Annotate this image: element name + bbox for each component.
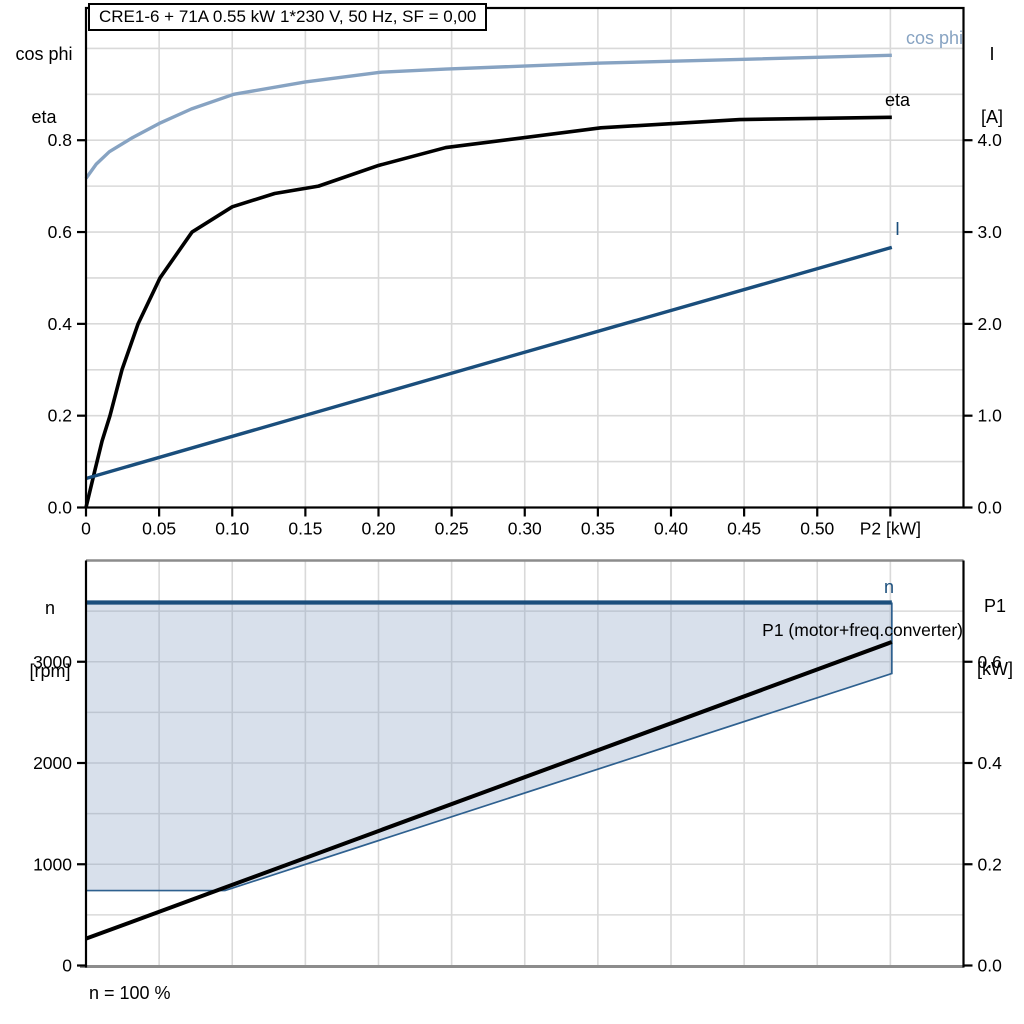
speed-axis-title-line1: n (44, 598, 55, 618)
right-tick-label: 0.0 (978, 956, 1003, 976)
left-tick-label: 0.8 (48, 130, 72, 150)
cos-phi-curve-label: cos phi (905, 28, 963, 48)
right-tick-label: 4.0 (978, 130, 1003, 150)
p1-motor-freq-converter--curve (85, 640, 893, 941)
speed-axis-title-line2: [rpm] (29, 661, 71, 681)
x-tick-label: 0.30 (508, 519, 542, 539)
x-tick-label: 0.15 (288, 519, 322, 539)
p1-axis-title-line2: [kW] (977, 659, 1013, 679)
right-tick-label: 0.4 (978, 753, 1003, 773)
speed-envelope-border (86, 602, 893, 892)
left-tick-label: 0.6 (48, 222, 72, 242)
right-tick-label: 0.6 (978, 652, 1002, 672)
right-axis-title-line1: I (989, 44, 995, 64)
x-tick-label: 0.05 (142, 519, 176, 539)
bottom-right-axis-title: P1 [kW] (966, 554, 1024, 722)
speed-curve-label: n (883, 577, 894, 597)
left-tick-label: 0.2 (48, 406, 72, 426)
speed-percentage-note: n = 100 % (89, 983, 171, 1003)
right-tick-label: 0.0 (978, 498, 1003, 518)
x-tick-label: 0.10 (215, 519, 249, 539)
cos-phi-curve (84, 53, 892, 180)
left-tick-label: 3000 (33, 652, 72, 672)
x-tick-label: 0 (81, 519, 91, 539)
right-tick-label: 1.0 (978, 406, 1003, 426)
x-tick-label: 0.45 (727, 519, 761, 539)
right-axis-title-line2: [A] (980, 107, 1003, 127)
x-tick-label: P2 [kW] (860, 519, 921, 539)
x-tick-label: 0.40 (654, 519, 688, 539)
top-right-axis-title: I [A] (962, 2, 1022, 170)
left-tick-label: 0.4 (48, 314, 73, 334)
p1-curve-label: P1 (motor+freq.converter) (762, 620, 963, 640)
left-tick-label: 0.0 (48, 498, 73, 518)
x-tick-label: 0.25 (435, 519, 469, 539)
left-tick-label: 2000 (33, 753, 72, 773)
left-tick-label: 1000 (33, 854, 72, 874)
speed-envelope-area (86, 602, 892, 891)
pump-title-box: CRE1-6 + 71A 0.55 kW 1*230 V, 50 Hz, SF … (88, 3, 488, 31)
top-left-axis-title: cos phi eta (6, 2, 82, 170)
eta-curve-label: eta (885, 90, 911, 110)
eta-curve (84, 115, 892, 508)
x-tick-label: 0.20 (361, 519, 395, 539)
current-curve-label: I (895, 219, 901, 239)
x-tick-label: 0.50 (800, 519, 834, 539)
p1-axis-title-line1: P1 (983, 596, 1007, 616)
x-tick-label: 0.35 (581, 519, 615, 539)
left-tick-label: 0 (62, 956, 72, 976)
left-axis-title-line1: cos phi (15, 44, 73, 64)
left-axis-title-line2: eta (31, 107, 57, 127)
right-tick-label: 0.2 (978, 854, 1002, 874)
right-tick-label: 2.0 (978, 314, 1003, 334)
bottom-left-axis-title: n [rpm] (12, 556, 88, 724)
right-tick-label: 3.0 (978, 222, 1003, 242)
i-curve (85, 245, 893, 481)
pump-title-text: CRE1-6 + 71A 0.55 kW 1*230 V, 50 Hz, SF … (99, 7, 477, 26)
